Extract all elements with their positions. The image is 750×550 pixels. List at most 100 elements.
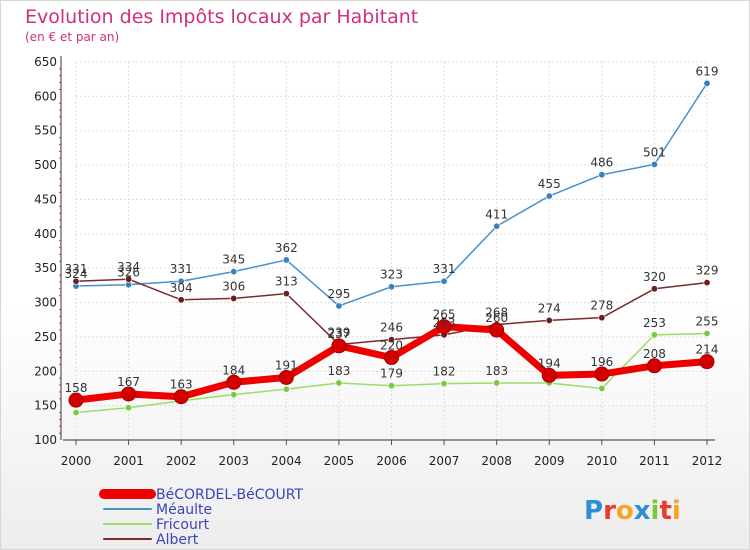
- x-tick-label: 2000: [61, 454, 92, 468]
- logo-letter: t: [659, 496, 671, 526]
- data-point: [173, 389, 189, 405]
- data-label: 323: [380, 268, 403, 282]
- data-point: [384, 350, 399, 366]
- data-label: 255: [696, 314, 719, 328]
- data-point: [387, 336, 395, 344]
- data-point: [282, 256, 290, 264]
- data-point: [230, 294, 238, 302]
- data-label: 411: [485, 207, 508, 221]
- data-point: [230, 268, 238, 276]
- data-point: [331, 338, 347, 354]
- data-point: [703, 79, 711, 87]
- series-m-aulte: [72, 79, 711, 310]
- data-label: 208: [643, 347, 666, 361]
- data-label: 486: [590, 156, 613, 170]
- data-point: [278, 369, 294, 385]
- data-point: [72, 277, 80, 285]
- y-tick-label: 100: [34, 433, 57, 447]
- data-point: [699, 354, 715, 370]
- y-tick-label: 550: [34, 124, 57, 138]
- data-label: 194: [538, 356, 561, 370]
- x-tick-label: 2007: [429, 454, 460, 468]
- y-tick-label: 350: [34, 261, 57, 275]
- data-label: 184: [222, 363, 245, 377]
- y-tick-label: 200: [34, 364, 57, 378]
- x-tick-label: 2004: [271, 454, 302, 468]
- data-point: [646, 358, 662, 374]
- data-label: 182: [433, 365, 456, 379]
- data-point: [545, 316, 553, 324]
- data-point: [226, 374, 242, 390]
- data-label: 191: [275, 358, 298, 372]
- data-label: 167: [117, 375, 140, 389]
- x-tick-label: 2011: [639, 454, 670, 468]
- data-label: 183: [327, 364, 350, 378]
- x-tick-label: 2006: [376, 454, 407, 468]
- data-point: [387, 382, 395, 390]
- data-point: [177, 277, 185, 285]
- data-label: 183: [485, 364, 508, 378]
- chart-subtitle: (en € et par an): [25, 30, 119, 44]
- logo-letter: r: [603, 496, 616, 526]
- data-label: 334: [117, 260, 140, 274]
- data-label: 306: [222, 279, 245, 293]
- logo-letter: P: [584, 496, 603, 526]
- data-point: [72, 409, 80, 417]
- data-point: [282, 290, 290, 298]
- data-label: 196: [590, 355, 613, 369]
- data-point: [703, 329, 711, 337]
- x-tick-label: 2012: [692, 454, 723, 468]
- logo-letter: o: [616, 496, 634, 526]
- data-label: 163: [170, 378, 193, 392]
- data-point: [125, 275, 133, 283]
- logo-letter: x: [634, 496, 651, 526]
- data-label: 331: [65, 262, 88, 276]
- data-point: [121, 386, 137, 402]
- data-label: 331: [433, 262, 456, 276]
- proxiti-logo: Proxiti: [584, 496, 681, 526]
- data-label: 220: [380, 339, 403, 353]
- data-point: [493, 379, 501, 387]
- data-label: 619: [696, 64, 719, 78]
- grid-lines: [75, 61, 708, 441]
- data-point: [594, 366, 610, 382]
- data-point: [650, 160, 658, 168]
- series-layer: [68, 79, 715, 417]
- axes: 100 150 200 250 300 350 400 450 500 550 600 650 2000…: [34, 55, 722, 468]
- y-tick-label: 400: [34, 227, 57, 241]
- data-label: 295: [327, 287, 350, 301]
- data-label: 253: [643, 316, 666, 330]
- x-tick-label: 2003: [218, 454, 249, 468]
- x-tick-label: 2010: [587, 454, 618, 468]
- data-label: 237: [327, 327, 350, 341]
- chart-title: Evolution des Impôts locaux par Habitant: [25, 6, 418, 28]
- data-label: 158: [65, 381, 88, 395]
- data-label: 329: [696, 264, 719, 278]
- data-point: [598, 314, 606, 322]
- data-point: [489, 322, 505, 338]
- data-point: [545, 192, 553, 200]
- legend-label: Fricourt: [156, 517, 210, 533]
- legend-label: Méaulte: [156, 502, 212, 518]
- data-label: 304: [170, 281, 193, 295]
- x-tick-label: 2008: [481, 454, 512, 468]
- y-tick-label: 300: [34, 296, 57, 310]
- y-tick-label: 600: [34, 89, 57, 103]
- data-label: 324: [65, 267, 88, 281]
- y-tick-label: 150: [34, 399, 57, 413]
- data-label: 320: [643, 270, 666, 284]
- data-point: [541, 367, 557, 383]
- y-tick-label: 500: [34, 158, 57, 172]
- data-point: [436, 319, 452, 335]
- data-label: 260: [485, 311, 508, 325]
- data-label: 455: [538, 177, 561, 191]
- data-point: [703, 279, 711, 287]
- data-point: [335, 302, 343, 310]
- x-tick-label: 2005: [324, 454, 355, 468]
- data-label: 265: [433, 308, 456, 322]
- series-albert: [72, 275, 711, 348]
- data-point: [493, 222, 501, 230]
